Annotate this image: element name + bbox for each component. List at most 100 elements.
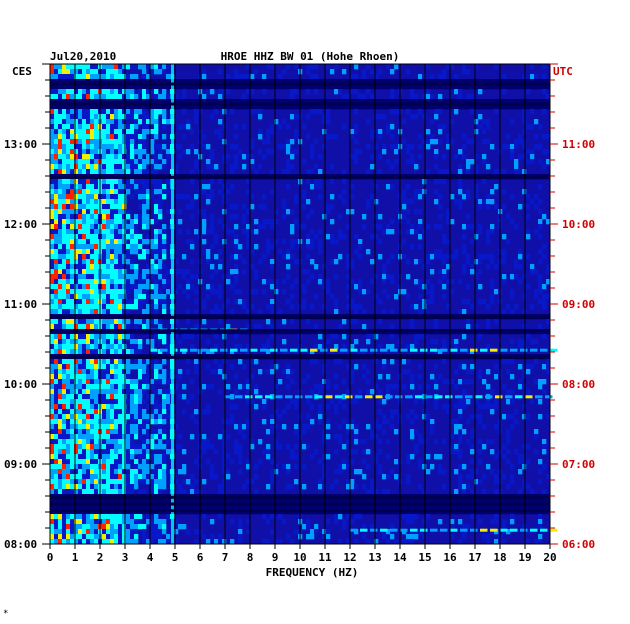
spectrogram-cell bbox=[130, 149, 135, 155]
spectrogram-cell bbox=[154, 104, 159, 110]
spectrogram-cell bbox=[158, 179, 163, 185]
spectrogram-cell bbox=[510, 359, 515, 365]
spectrogram-cell bbox=[450, 289, 455, 295]
spectrogram-cell bbox=[54, 139, 59, 145]
spectrogram-cell bbox=[126, 279, 131, 285]
spectrogram-cell bbox=[258, 84, 263, 90]
spectrogram-cell bbox=[302, 79, 307, 85]
spectrogram-cell bbox=[454, 249, 459, 255]
spectrogram-cell bbox=[66, 299, 71, 305]
spectrogram-cell bbox=[146, 369, 151, 375]
spectrogram-cell bbox=[126, 74, 131, 80]
spectrogram-cell bbox=[102, 399, 107, 405]
spectrogram-cell bbox=[466, 259, 471, 265]
spectrogram-cell bbox=[514, 264, 519, 270]
spectrogram-cell bbox=[106, 149, 111, 155]
spectrogram-cell bbox=[450, 99, 455, 105]
spectrogram-cell bbox=[266, 104, 271, 110]
spectrogram-cell bbox=[478, 199, 483, 205]
spectrogram-cell bbox=[58, 164, 63, 170]
spectrogram-cell bbox=[530, 154, 535, 160]
spectrogram-cell bbox=[106, 214, 111, 220]
spectrogram-cell bbox=[62, 344, 67, 350]
spectrogram-cell bbox=[478, 79, 483, 85]
spectrogram-cell bbox=[486, 344, 491, 350]
spectrogram-cell bbox=[114, 234, 119, 240]
spectrogram-cell bbox=[62, 414, 67, 420]
spectrogram-cell bbox=[506, 399, 511, 405]
spectrogram-cell bbox=[158, 104, 163, 110]
spectrogram-cell bbox=[70, 469, 75, 475]
spectrogram-cell bbox=[126, 304, 131, 310]
spectrogram-cell bbox=[126, 99, 131, 105]
spectrogram-cell bbox=[150, 484, 155, 490]
spectrogram-cell bbox=[442, 339, 447, 345]
spectrogram-cell bbox=[222, 359, 227, 365]
spectrogram-cell bbox=[150, 159, 155, 165]
spectrogram-cell bbox=[154, 399, 159, 405]
spectrogram-cell bbox=[114, 439, 119, 445]
spectrogram-cell bbox=[102, 254, 107, 260]
spectrogram-cell bbox=[70, 179, 75, 185]
spectrogram-cell bbox=[394, 294, 399, 300]
spectrogram-cell bbox=[158, 204, 163, 210]
spectrogram-cell bbox=[150, 434, 155, 440]
spectrogram-cell bbox=[286, 84, 291, 90]
spectrogram-cell bbox=[62, 209, 67, 215]
spectrogram-cell bbox=[130, 389, 135, 395]
spectrogram-cell bbox=[334, 99, 339, 105]
spectrogram-cell bbox=[58, 234, 63, 240]
spectrogram-cell bbox=[242, 484, 247, 490]
spectrogram-cell bbox=[62, 249, 67, 255]
spectrogram-cell bbox=[230, 414, 235, 420]
spectrogram-cell bbox=[74, 439, 79, 445]
spectrogram-cell bbox=[50, 104, 55, 110]
spectrogram-cell bbox=[526, 334, 531, 340]
spectrogram-cell bbox=[534, 194, 539, 200]
spectrogram-cell bbox=[50, 429, 55, 435]
spectrogram-cell bbox=[470, 94, 475, 100]
spectrogram-cell bbox=[458, 379, 463, 385]
spectrogram-cell bbox=[186, 479, 191, 485]
spectrogram-cell bbox=[78, 79, 83, 85]
spectrogram-cell bbox=[50, 444, 55, 450]
spectrogram-cell bbox=[250, 79, 255, 85]
spectrogram-cell bbox=[138, 489, 143, 495]
spectrogram-cell bbox=[174, 444, 179, 450]
spectrogram-cell bbox=[458, 409, 463, 415]
spectrogram-cell bbox=[270, 429, 275, 435]
spectrogram-cell bbox=[118, 74, 123, 80]
spectrogram-cell bbox=[134, 434, 139, 440]
spectrogram-cell bbox=[86, 474, 91, 480]
spectrogram-cell bbox=[78, 159, 83, 165]
spectrogram-cell bbox=[86, 124, 91, 130]
spectrogram-cell bbox=[282, 84, 287, 90]
spectrogram-cell bbox=[126, 284, 131, 290]
spectrogram-cell bbox=[210, 264, 215, 270]
spectrogram-cell bbox=[222, 484, 227, 490]
spectrogram-cell bbox=[102, 379, 107, 385]
spectrogram-cell bbox=[50, 399, 55, 405]
spectrogram-cell bbox=[458, 434, 463, 440]
spectrogram-cell bbox=[506, 434, 511, 440]
spectrogram-cell bbox=[522, 79, 527, 85]
spectrogram-cell bbox=[86, 109, 91, 115]
spectrogram-cell bbox=[114, 469, 119, 475]
spectrogram-cell bbox=[78, 69, 83, 75]
spectrogram-cell bbox=[94, 284, 99, 290]
spectrogram-cell bbox=[86, 204, 91, 210]
spectrogram-cell bbox=[250, 139, 255, 145]
spectrogram-cell bbox=[154, 114, 159, 120]
spectrogram-cell bbox=[474, 234, 479, 240]
spectrogram-cell bbox=[318, 344, 323, 350]
spectrogram-cell bbox=[254, 289, 259, 295]
spectrogram-cell bbox=[82, 169, 87, 175]
spectrogram-cell bbox=[58, 299, 63, 305]
spectrogram-cell bbox=[70, 129, 75, 135]
spectrogram-cell bbox=[466, 379, 471, 385]
spectrogram-cell bbox=[262, 89, 267, 95]
spectrogram-cell bbox=[274, 439, 279, 445]
spectrogram-cell bbox=[50, 309, 55, 315]
spectrogram-cell bbox=[302, 484, 307, 490]
spectrogram-cell bbox=[138, 164, 143, 170]
